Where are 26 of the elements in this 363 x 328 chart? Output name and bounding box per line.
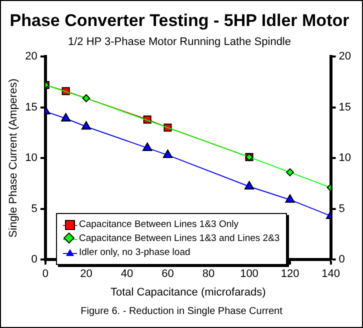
- x-tick-label: 0: [42, 268, 48, 280]
- x-tick-label: 60: [162, 268, 174, 280]
- x-axis-title: Total Capacitance (microfarads): [110, 286, 266, 298]
- x-tick-label: 100: [240, 268, 258, 280]
- y-tick-label: 5: [31, 202, 38, 215]
- y2-tick-label: 5: [338, 202, 345, 215]
- y-tick-label: 10: [25, 152, 38, 164]
- legend-label: Capacitance Between Lines 1&3 and Lines 2&3: [79, 232, 280, 246]
- chart-title: Phase Converter Testing - 5HP Idler Motor: [10, 10, 350, 30]
- x-tick-label: 120: [280, 268, 300, 280]
- x-tick-label: 80: [202, 268, 215, 280]
- chart-subtitle: 1/2 HP 3-Phase Motor Running Lathe Spindle: [68, 36, 291, 48]
- legend-label: Idler only, no 3-phase load: [79, 246, 190, 260]
- legend-label: Capacitance Between Lines 1&3 Only: [79, 218, 238, 232]
- y-tick-label: 20: [25, 50, 38, 63]
- x-tick-label: 140: [322, 268, 340, 280]
- y2-tick-label: 0: [338, 254, 345, 266]
- y2-tick-label: 15: [338, 101, 352, 114]
- y-tick-label: 0: [31, 254, 38, 266]
- x-tick-label: 20: [80, 268, 92, 280]
- caption: Figure 6. - Reduction in Single Phase Current: [80, 306, 284, 317]
- x-tick-label: 40: [120, 268, 134, 280]
- y2-tick-label: 10: [338, 152, 352, 164]
- y2-tick-label: 20: [338, 50, 352, 63]
- y-tick-label: 15: [25, 101, 38, 114]
- y-axis-title: Single Phase Current (Amperes): [8, 78, 20, 238]
